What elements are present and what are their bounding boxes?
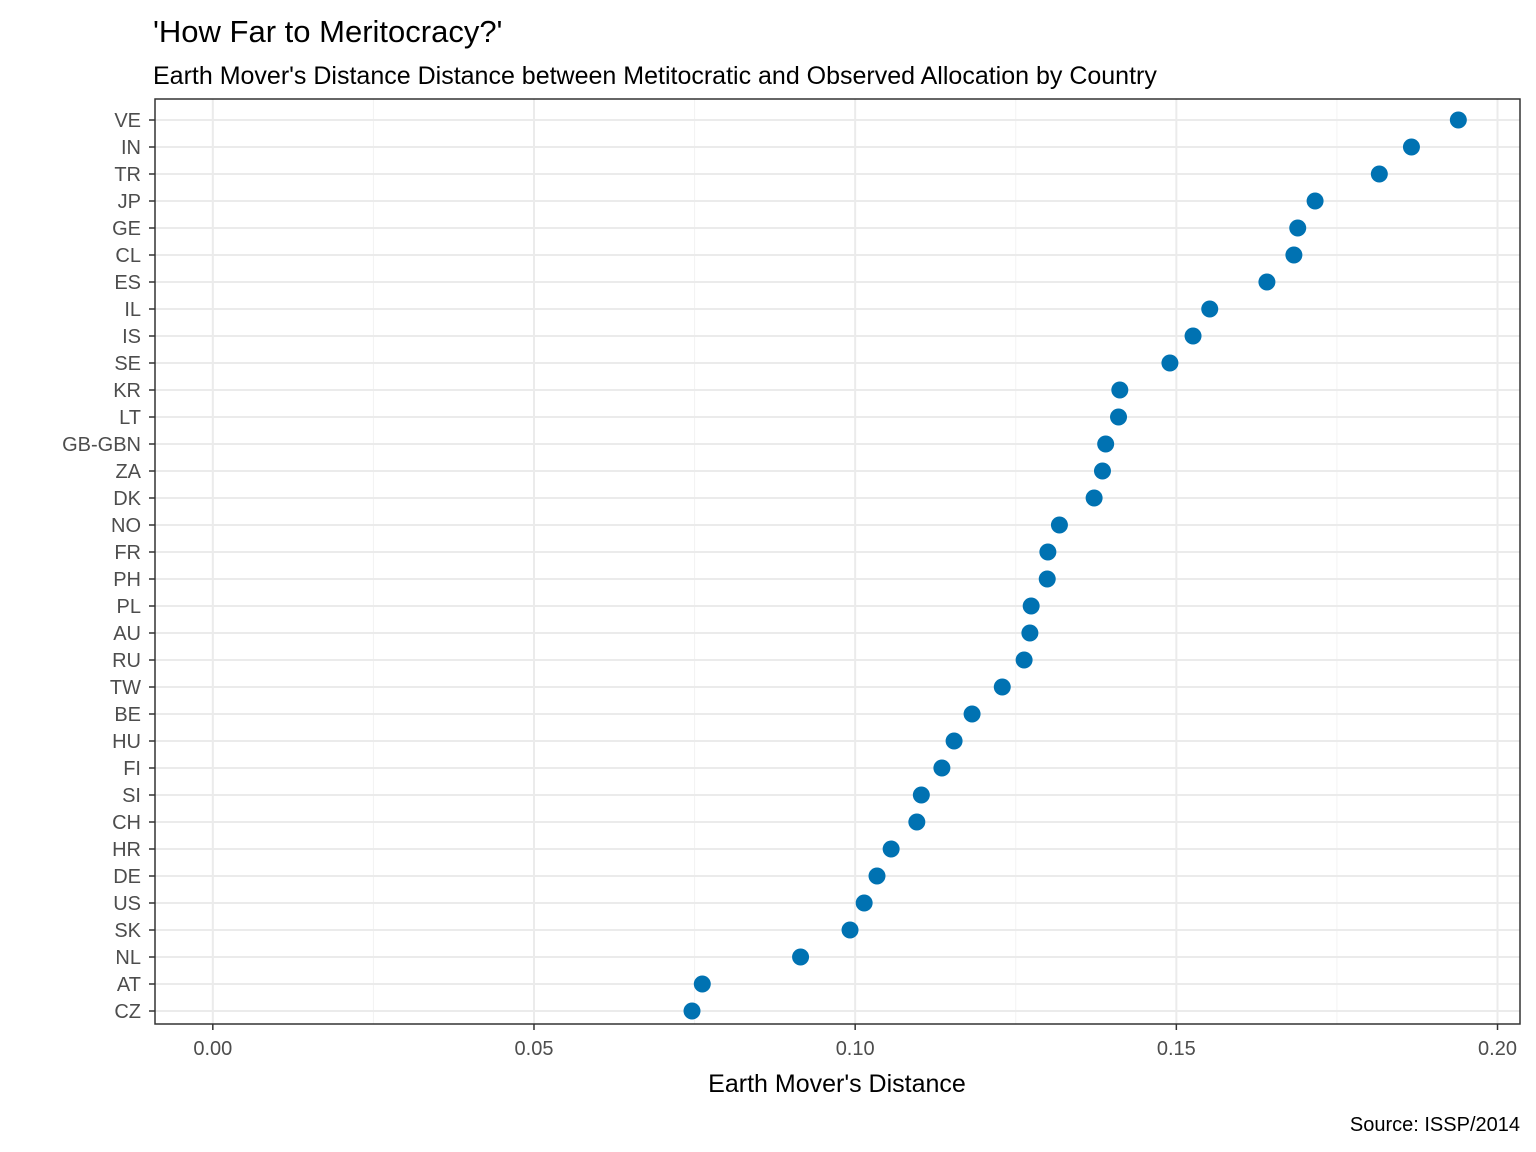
y-tick-label: CH: [112, 812, 141, 834]
data-point: [1370, 165, 1388, 183]
data-point: [1111, 381, 1129, 399]
data-point: [1306, 192, 1324, 210]
data-point: [1021, 624, 1039, 642]
data-point: [1201, 300, 1219, 318]
data-point: [1085, 489, 1103, 507]
data-point: [1050, 516, 1068, 534]
chart-title: 'How Far to Meritocracy?': [153, 14, 502, 49]
x-tick-label: 0.20: [1478, 1038, 1517, 1060]
panel-background: [155, 99, 1520, 1024]
y-tick-label: VE: [114, 110, 141, 132]
y-tick-label: SK: [114, 920, 141, 942]
y-tick-label: JP: [118, 191, 141, 213]
data-point: [1402, 138, 1420, 156]
y-tick-label: IS: [122, 326, 141, 348]
data-point: [841, 921, 859, 939]
data-point: [912, 786, 930, 804]
y-tick-label: NL: [115, 947, 141, 969]
data-point: [963, 705, 981, 723]
plot-panel: [154, 98, 1521, 1025]
y-tick-label: LT: [119, 407, 141, 429]
y-tick-label: IL: [124, 299, 141, 321]
x-tick-label: 0.15: [1157, 1038, 1196, 1060]
data-point: [792, 948, 810, 966]
y-tick-label: DK: [113, 488, 141, 510]
data-point: [1093, 462, 1111, 480]
y-tick-label: CZ: [114, 1001, 141, 1023]
data-points: [683, 111, 1467, 1020]
y-tick-label: PH: [113, 569, 141, 591]
y-tick-label: CL: [115, 245, 141, 267]
y-tick-label: HU: [112, 731, 141, 753]
data-point: [1184, 327, 1202, 345]
data-point: [882, 840, 900, 858]
data-point: [1161, 354, 1179, 372]
y-tick-label: BE: [114, 704, 141, 726]
chart-caption: Source: ISSP/2014: [1350, 1114, 1520, 1136]
y-tick-label: GE: [112, 218, 141, 240]
y-tick-label: TR: [114, 164, 141, 186]
y-tick-label: TW: [110, 677, 141, 699]
y-tick-label: IN: [121, 137, 141, 159]
y-tick-label: KR: [113, 380, 141, 402]
data-point: [868, 867, 886, 885]
y-tick-label: PL: [117, 596, 141, 618]
data-point: [1449, 111, 1467, 129]
data-point: [993, 678, 1011, 696]
data-point: [1097, 435, 1115, 453]
x-axis: 0.00 0.05 0.10 0.15 0.20: [193, 1024, 1517, 1060]
y-tick-label: DE: [113, 866, 141, 888]
data-point: [933, 759, 951, 777]
data-point: [1039, 543, 1057, 561]
data-point: [1258, 273, 1276, 291]
x-axis-label: Earth Mover's Distance: [708, 1070, 966, 1098]
data-point: [1038, 570, 1056, 588]
data-point: [683, 1002, 701, 1020]
y-tick-label: AT: [117, 974, 141, 996]
data-point: [693, 975, 711, 993]
data-point: [1285, 246, 1303, 264]
y-tick-label: GB-GBN: [62, 434, 141, 456]
y-tick-label: RU: [112, 650, 141, 672]
y-axis: CZ AT NL SK US DE HR CH SI FI HU BE TW RU AU PL PH FR NO DK…: [62, 110, 155, 1023]
chart-subtitle: Earth Mover's Distance Distance between …: [153, 62, 1157, 90]
y-tick-label: NO: [111, 515, 141, 537]
data-point: [908, 813, 926, 831]
y-tick-label: FI: [123, 758, 141, 780]
x-tick-label: 0.10: [836, 1038, 875, 1060]
data-point: [945, 732, 963, 750]
x-tick-label: 0.00: [193, 1038, 232, 1060]
data-point: [1289, 219, 1307, 237]
y-tick-label: AU: [113, 623, 141, 645]
y-tick-label: ES: [114, 272, 141, 294]
y-tick-label: ZA: [115, 461, 141, 483]
y-tick-label: SI: [122, 785, 141, 807]
y-tick-label: SE: [114, 353, 141, 375]
data-point: [1110, 408, 1128, 426]
panel-border: [154, 98, 1521, 1025]
data-point: [1015, 651, 1033, 669]
y-tick-label: HR: [112, 839, 141, 861]
x-tick-label: 0.05: [515, 1038, 554, 1060]
data-point: [855, 894, 873, 912]
data-point: [1022, 597, 1040, 615]
y-tick-label: US: [113, 893, 141, 915]
y-tick-label: FR: [114, 542, 141, 564]
